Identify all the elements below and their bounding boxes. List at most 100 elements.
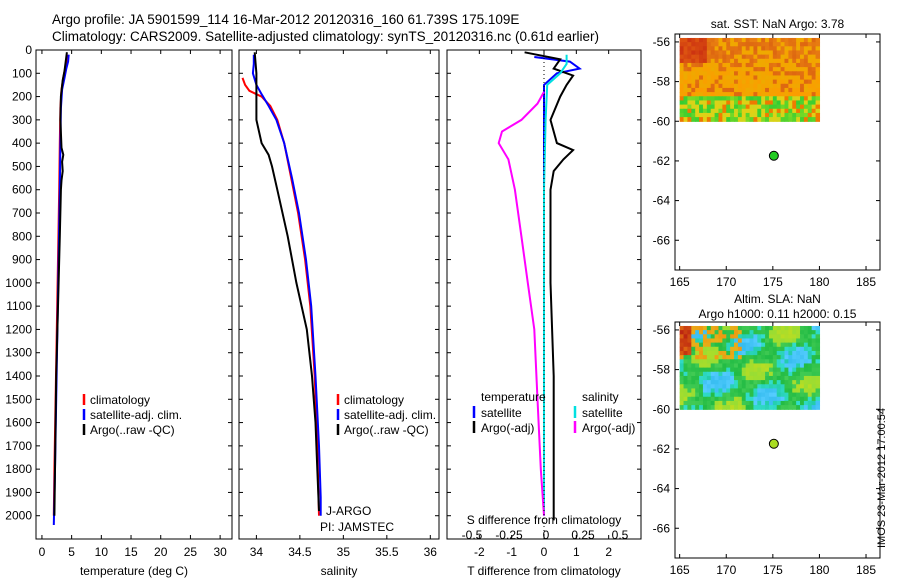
map-cell [687,400,692,406]
map-cell [749,400,755,406]
map-cell [722,355,727,360]
map-cell [741,388,747,394]
map-cell [726,405,731,410]
map-cell [761,396,766,402]
map-cell [807,54,813,60]
map-cell [768,405,774,410]
map-cell [745,384,751,390]
map-cell [803,62,809,68]
map-cell [695,325,700,331]
map-cell [710,37,716,43]
map-cell [784,96,789,102]
map-cell [702,112,708,118]
map-lat-label: -62 [653,154,671,168]
map-cell [702,83,708,89]
map-cell [792,346,797,352]
map-cell [710,359,716,365]
map-cell [726,50,731,56]
map-lat-label: -64 [653,482,671,496]
map-cell [722,359,727,365]
map-cell [734,367,739,373]
map-cell [722,117,727,122]
x-tick-label: 0 [39,545,46,559]
map-cell [679,392,685,398]
map-cell [784,355,789,360]
map-cell [741,75,747,81]
map-cell [784,46,789,52]
map-cell [722,71,727,77]
map-cell [699,71,704,77]
map-cell [706,46,712,52]
map-cell [726,338,731,344]
map-cell [761,350,766,356]
map-cell [691,380,696,385]
map-cell [706,108,712,114]
map-cell [768,58,774,64]
map-cell [722,396,727,402]
map-cell [683,96,689,102]
map-cell [687,325,692,331]
map-cell [761,104,766,110]
map-cell [796,83,801,89]
map-cell [768,112,774,118]
map-cell [761,46,766,52]
map-cell [737,104,743,110]
map-cell [699,67,704,72]
map-cell [710,104,716,110]
map-cell [807,79,813,85]
map-cell [772,400,778,406]
map-cell [796,58,801,64]
map-cell [683,359,689,365]
map-cell [753,338,758,344]
map-cell [726,108,731,114]
map-cell [691,367,696,373]
map-cell [737,79,743,85]
map-cell [710,338,716,344]
map-cell [679,405,685,410]
map-cell [776,37,782,43]
map-cell [807,46,813,52]
map-cell [730,79,735,85]
map-cell [811,46,817,52]
map-cell [741,96,747,102]
map-cell [737,87,743,93]
map-cell [796,392,801,398]
map-cell [691,100,696,106]
map-cell [796,112,801,118]
map-cell [815,54,821,60]
map-cell [815,405,821,410]
map-cell [803,392,809,398]
map-cell [815,380,821,385]
map-lon-label: 185 [856,563,876,577]
map-cell [695,359,700,365]
map-cell [776,104,782,110]
series-line-argo-adj- [497,91,545,516]
map-cell [772,371,778,377]
map-cell [706,37,712,43]
map-cell [714,405,720,410]
map-cell [741,363,747,369]
map-cell [683,67,689,72]
map-cell [780,388,786,394]
map-cell [749,359,755,365]
map-cell [695,62,700,68]
map-cell [687,375,692,381]
map-cell [765,54,770,60]
map-cell [745,67,751,72]
map-cell [780,400,786,406]
map-cell [695,100,700,106]
map-cell [679,104,685,110]
map-cell [753,400,758,406]
map-cell [807,396,813,402]
map-cell [765,338,770,344]
map-cell [753,346,758,352]
map-cell [811,338,817,344]
map-cell [691,338,696,344]
map-cell [726,54,731,60]
map-cell [768,334,774,340]
map-cell [807,92,813,97]
map-cell [714,79,720,85]
map-cell [695,355,700,360]
map-cell [683,108,689,114]
